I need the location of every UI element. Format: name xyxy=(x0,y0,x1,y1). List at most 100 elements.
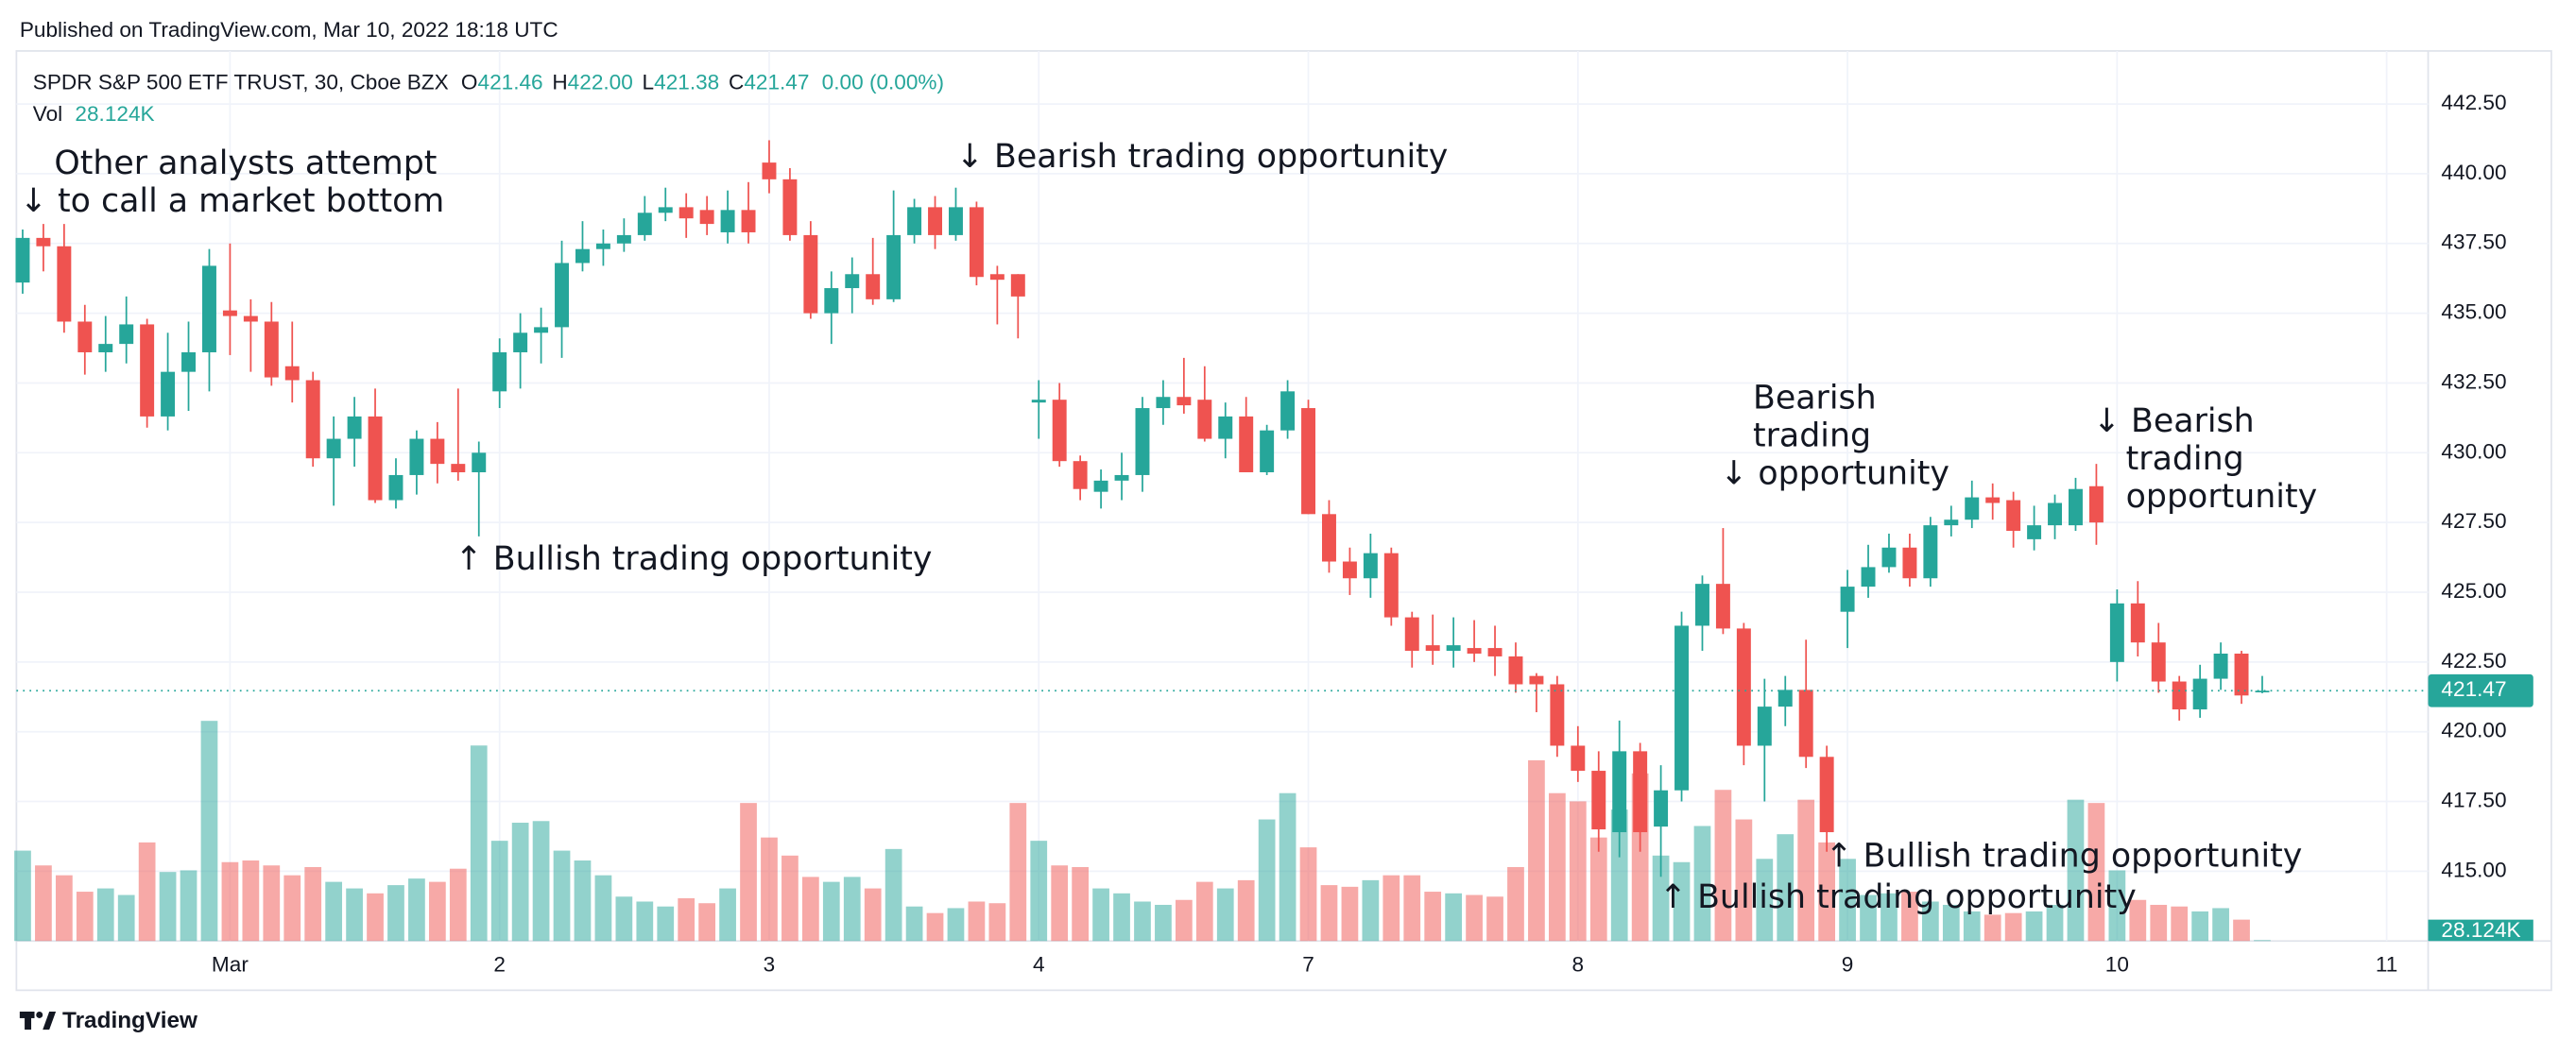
volume-bar xyxy=(14,850,31,942)
candle-body xyxy=(264,321,279,378)
volume-bar xyxy=(1320,885,1338,942)
volume-bar xyxy=(1984,914,2001,942)
volume-legend: Vol 28.124K xyxy=(33,102,155,126)
candle-body xyxy=(1321,514,1336,562)
volume-bar xyxy=(1818,842,1836,942)
volume-bar xyxy=(2254,940,2271,942)
volume-bar xyxy=(96,888,114,942)
candle-body xyxy=(2088,485,2104,523)
volume-bar xyxy=(428,881,446,942)
volume-bar xyxy=(553,850,571,942)
volume-bar xyxy=(1901,892,1918,942)
volume-bar xyxy=(2150,904,2168,942)
candle-body xyxy=(1176,397,1192,406)
volume-bar xyxy=(532,821,550,942)
annotation: ↑ Bullish trading opportunity xyxy=(455,540,933,578)
volume-bar xyxy=(1113,893,1130,942)
volume-bar xyxy=(1030,841,1048,942)
candle-body xyxy=(1736,628,1751,746)
candle-body xyxy=(595,243,610,249)
volume-bar xyxy=(2046,904,2064,942)
volume-bar xyxy=(1756,859,1774,942)
volume-bar xyxy=(1880,893,1898,942)
legend-value: 421.47 xyxy=(744,71,809,94)
volume-bar xyxy=(180,870,197,942)
volume-bar xyxy=(346,888,363,942)
candle-body xyxy=(2255,690,2270,693)
candle-body xyxy=(77,321,93,352)
volume-bar xyxy=(636,901,654,942)
annotations: Other analysts attempt↓ to call a market… xyxy=(20,138,2317,916)
y-tick-label: 435.00 xyxy=(2441,300,2506,324)
candle-body xyxy=(1467,648,1482,654)
candle-body xyxy=(948,207,963,235)
volume-bar xyxy=(1445,893,1463,942)
candle-body xyxy=(2213,653,2228,679)
logo-part xyxy=(25,1011,32,1030)
candle-body xyxy=(762,162,777,179)
candle-body xyxy=(1446,645,1461,652)
candle-body xyxy=(492,351,507,392)
volume-bar xyxy=(138,842,156,942)
volume-bar xyxy=(1486,896,1503,942)
candle-body xyxy=(720,210,735,232)
candle-body xyxy=(1944,519,1959,526)
volume-value: 28.124K xyxy=(75,102,154,126)
y-tick-label: 432.50 xyxy=(2441,369,2506,393)
volume-bar xyxy=(117,894,135,942)
candle-body xyxy=(575,248,590,264)
candle-body xyxy=(555,263,570,328)
y-tick-label: 417.50 xyxy=(2441,789,2506,812)
candle-body xyxy=(119,324,134,345)
candle-body xyxy=(782,179,798,235)
volume-bar xyxy=(2004,912,2022,942)
volume-bar xyxy=(387,885,404,942)
candle-body xyxy=(1902,547,1917,579)
volume-bar xyxy=(242,860,260,942)
candle-body xyxy=(637,213,652,235)
volume-bar xyxy=(1589,837,1607,942)
candle-body xyxy=(1114,474,1129,481)
annotation: ↓ opportunity xyxy=(1720,454,1949,492)
candle-body xyxy=(1923,525,1938,579)
candle-body xyxy=(2172,681,2187,710)
volume-bar xyxy=(283,875,301,942)
volume-bar xyxy=(263,865,281,942)
candle-body xyxy=(36,237,51,247)
legend-key: O xyxy=(461,71,478,94)
volume-bar xyxy=(2191,911,2209,942)
y-tick-label: 415.00 xyxy=(2441,858,2506,881)
volume-bar xyxy=(159,872,177,942)
candle-body xyxy=(284,366,300,381)
volume-bar xyxy=(1714,790,1732,942)
published-note: Published on TradingView.com, Mar 10, 20… xyxy=(20,18,558,42)
last-price-label: 421.47 xyxy=(2441,677,2506,701)
legend-value: 422.00 xyxy=(568,71,633,94)
candle-body xyxy=(2109,603,2124,662)
candle-body xyxy=(201,265,216,352)
candle-body xyxy=(1010,274,1025,297)
volume-bar xyxy=(615,896,633,942)
legend-key: L xyxy=(643,71,655,94)
candle-body xyxy=(98,344,113,352)
annotation: ↓ to call a market bottom xyxy=(20,182,444,220)
volume-bar xyxy=(574,860,592,942)
annotation: trading xyxy=(1753,417,1871,455)
candle-body xyxy=(1674,625,1690,791)
candle-body xyxy=(1425,645,1440,652)
volume-bar xyxy=(1507,866,1524,942)
candle-body xyxy=(1383,553,1399,618)
volume-bar xyxy=(657,906,675,942)
volume-bar xyxy=(1403,875,1421,942)
volume-bar xyxy=(1860,894,1877,942)
candle-body xyxy=(616,234,631,244)
candle-body xyxy=(1571,745,1586,772)
volume-bar xyxy=(2129,899,2147,942)
candle-body xyxy=(2130,603,2145,643)
volume-bar xyxy=(1797,799,1815,942)
volume-bar xyxy=(408,878,425,942)
volume-bar xyxy=(968,901,986,942)
volume-bar xyxy=(2025,911,2043,942)
candle-body xyxy=(409,438,424,475)
annotation: Other analysts attempt xyxy=(54,145,437,182)
